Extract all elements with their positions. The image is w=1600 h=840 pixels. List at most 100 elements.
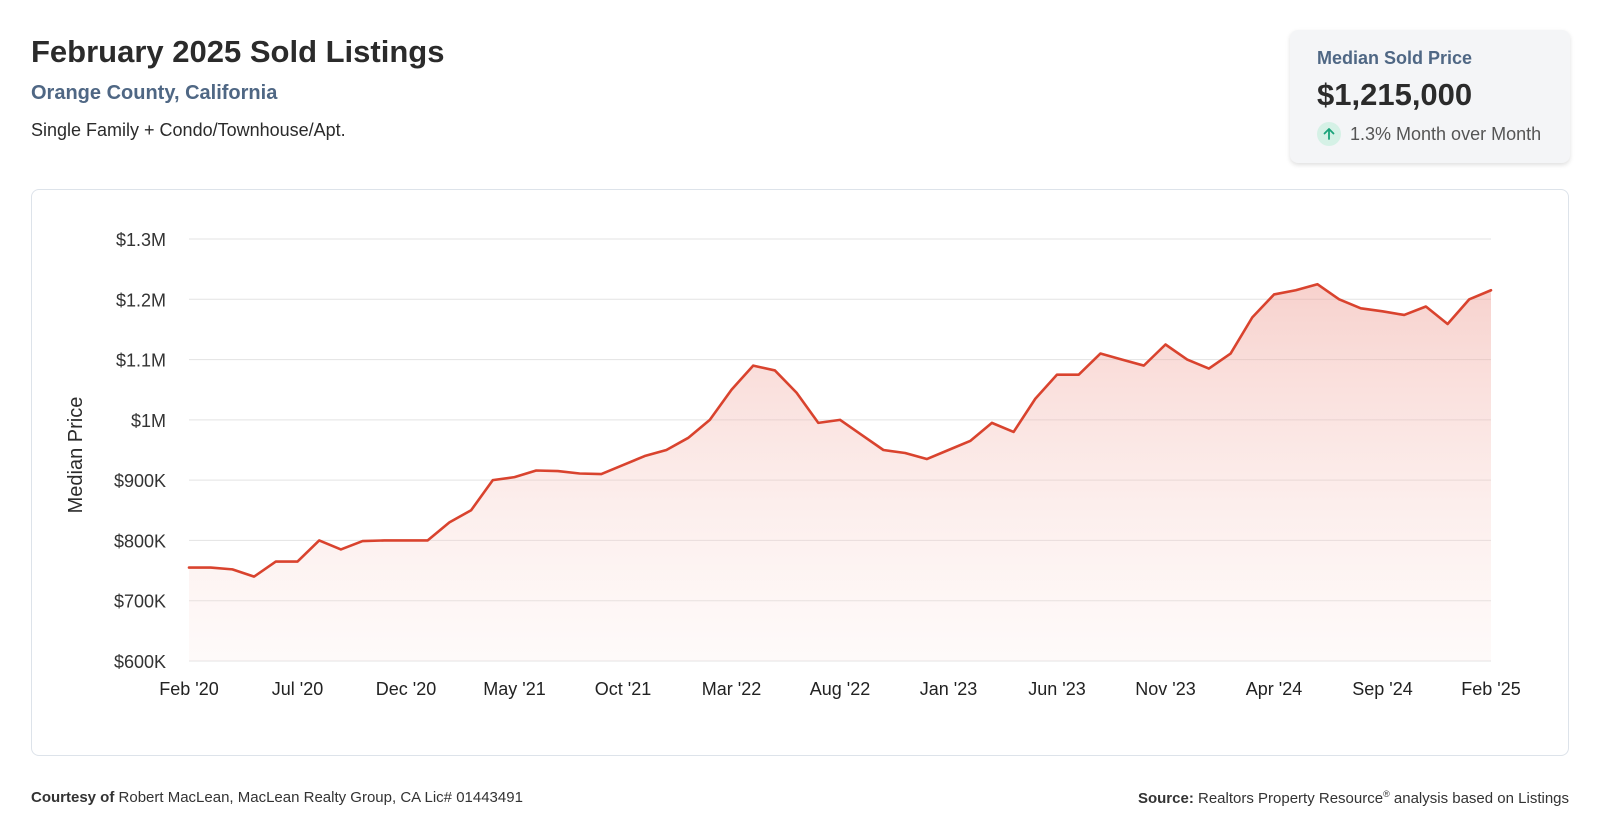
data-point[interactable]: [922, 454, 932, 464]
data-point[interactable]: [1486, 285, 1496, 295]
data-point[interactable]: [1421, 302, 1431, 312]
data-point[interactable]: [835, 415, 845, 425]
data-point[interactable]: [1356, 303, 1366, 313]
data-point[interactable]: [423, 535, 433, 545]
x-tick-label: Feb '20: [159, 679, 218, 699]
data-point[interactable]: [531, 465, 541, 475]
courtesy-label: Courtesy of: [31, 789, 115, 806]
registered-mark: ®: [1383, 789, 1390, 799]
data-point[interactable]: [1464, 294, 1474, 304]
data-point[interactable]: [1074, 370, 1084, 380]
y-tick-label: $1.1M: [116, 351, 166, 371]
x-tick-label: Mar '22: [702, 679, 761, 699]
data-point[interactable]: [813, 418, 823, 428]
data-point[interactable]: [792, 388, 802, 398]
data-point[interactable]: [618, 460, 628, 470]
x-tick-label: May '21: [483, 679, 545, 699]
data-point[interactable]: [1378, 306, 1388, 316]
data-point[interactable]: [401, 535, 411, 545]
area-layer: [184, 279, 1496, 661]
data-point[interactable]: [640, 451, 650, 461]
data-point[interactable]: [1095, 349, 1105, 359]
data-point[interactable]: [661, 445, 671, 455]
x-tick-label: Jul '20: [272, 679, 323, 699]
y-tick-label: $800K: [114, 531, 166, 551]
source-suffix: analysis based on Listings: [1393, 790, 1569, 807]
data-point[interactable]: [1030, 394, 1040, 404]
y-tick-label: $600K: [114, 652, 166, 672]
data-point[interactable]: [553, 466, 563, 476]
y-axis: $600K $700K $800K $900K $1M $1.1M $1.2M $1.3M: [114, 230, 166, 672]
data-point[interactable]: [1291, 285, 1301, 295]
data-point[interactable]: [987, 418, 997, 428]
data-point[interactable]: [444, 517, 454, 527]
data-point[interactable]: [1443, 319, 1453, 329]
data-point[interactable]: [510, 472, 520, 482]
data-point[interactable]: [206, 563, 216, 573]
data-point[interactable]: [1269, 289, 1279, 299]
x-tick-label: Aug '22: [810, 679, 871, 699]
data-point[interactable]: [878, 445, 888, 455]
area-fill: [189, 284, 1491, 661]
median-sold-price-card: Median Sold Price $1,215,000 1.3% Month …: [1290, 30, 1570, 163]
data-point[interactable]: [683, 433, 693, 443]
data-point[interactable]: [184, 563, 194, 573]
kpi-label: Median Sold Price: [1317, 48, 1473, 68]
y-tick-label: $1M: [131, 411, 166, 431]
x-tick-label: Jan '23: [920, 679, 977, 699]
property-type-label: Single Family + Condo/Townhouse/Apt.: [31, 120, 346, 140]
kpi-change: 1.3% Month over Month: [1317, 122, 1570, 146]
data-point[interactable]: [770, 365, 780, 375]
y-axis-label: Median Price: [65, 397, 87, 514]
y-tick-label: $700K: [114, 592, 166, 612]
data-point[interactable]: [293, 557, 303, 567]
data-point[interactable]: [900, 448, 910, 458]
data-point[interactable]: [705, 415, 715, 425]
data-point[interactable]: [1312, 279, 1322, 289]
data-point[interactable]: [857, 430, 867, 440]
data-point[interactable]: [1139, 361, 1149, 371]
kpi-value: $1,215,000: [1317, 77, 1473, 112]
data-point[interactable]: [314, 535, 324, 545]
data-point[interactable]: [748, 361, 758, 371]
data-point[interactable]: [1399, 310, 1409, 320]
data-point[interactable]: [488, 475, 498, 485]
data-point[interactable]: [379, 535, 389, 545]
data-point[interactable]: [944, 445, 954, 455]
data-point[interactable]: [727, 385, 737, 395]
courtesy-footer: Courtesy of Robert MacLean, MacLean Real…: [31, 789, 523, 806]
x-axis: Feb '20 Jul '20 Dec '20 May '21 Oct '21 Mar '…: [159, 679, 1520, 699]
x-tick-label: Dec '20: [376, 679, 436, 699]
series-line-median-price: [187, 282, 1493, 578]
data-point[interactable]: [1182, 355, 1192, 365]
data-point[interactable]: [965, 436, 975, 446]
data-point[interactable]: [1247, 312, 1257, 322]
data-point[interactable]: [1334, 294, 1344, 304]
data-point[interactable]: [1117, 355, 1127, 365]
kpi-change-text: 1.3% Month over Month: [1350, 123, 1542, 144]
page-title: February 2025 Sold Listings: [31, 34, 445, 69]
x-tick-label: Oct '21: [595, 679, 651, 699]
price-chart: $600K $700K $800K $900K $1M $1.1M $1.2M $1.3M F…: [65, 230, 1521, 699]
data-point[interactable]: [596, 469, 606, 479]
courtesy-text: Robert MacLean, MacLean Realty Group, CA…: [118, 789, 523, 806]
data-point[interactable]: [249, 572, 259, 582]
x-tick-label: Sep '24: [1352, 679, 1413, 699]
x-tick-label: Nov '23: [1135, 679, 1195, 699]
data-point[interactable]: [336, 544, 346, 554]
data-point[interactable]: [1226, 349, 1236, 359]
data-point[interactable]: [1161, 340, 1171, 350]
data-point[interactable]: [1204, 364, 1214, 374]
data-point[interactable]: [1052, 370, 1062, 380]
chart-card: $600K $700K $800K $900K $1M $1.1M $1.2M $1.3M F…: [31, 189, 1569, 756]
data-point[interactable]: [271, 557, 281, 567]
data-point[interactable]: [466, 505, 476, 515]
data-point[interactable]: [575, 469, 585, 479]
y-tick-label: $1.2M: [116, 290, 166, 310]
y-tick-label: $1.3M: [116, 230, 166, 250]
data-point[interactable]: [1009, 427, 1019, 437]
data-point[interactable]: [358, 536, 368, 546]
data-point[interactable]: [227, 564, 237, 574]
y-tick-label: $900K: [114, 471, 166, 491]
source-footer: Source: Realtors Property Resource® anal…: [1138, 789, 1569, 807]
